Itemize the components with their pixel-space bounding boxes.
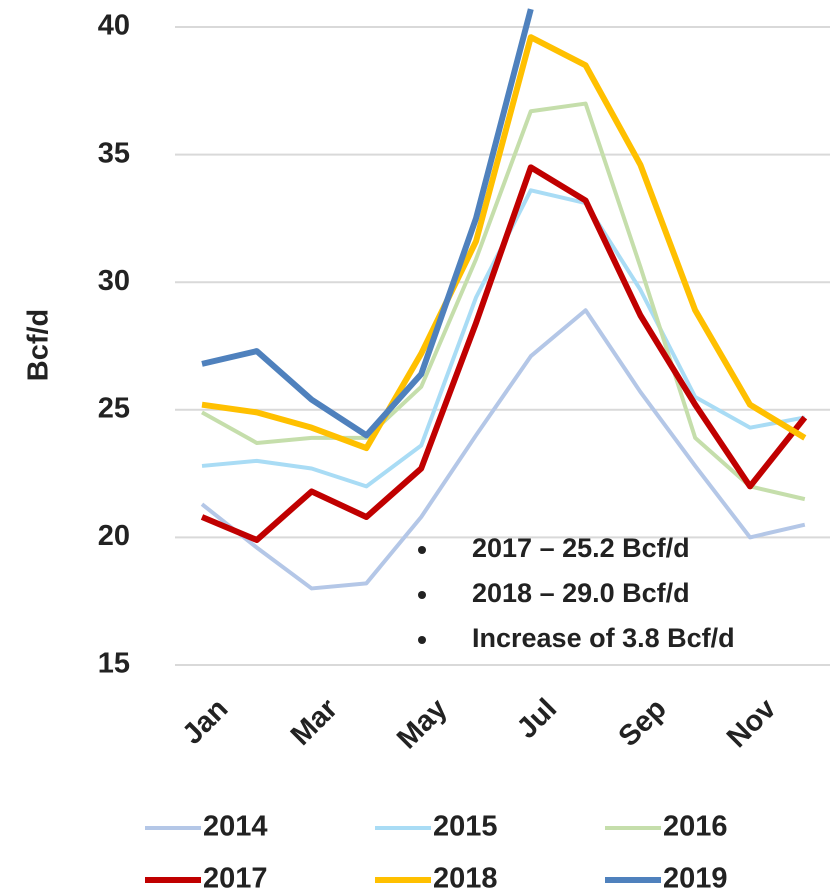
series-line bbox=[201, 34, 807, 452]
x-tick-label: Jul bbox=[511, 693, 563, 745]
annotation: 2017 – 25.2 Bcf/d bbox=[472, 533, 690, 563]
series-line bbox=[200, 164, 808, 543]
legend-label: 2014 bbox=[203, 811, 268, 843]
x-tick-label: Jan bbox=[176, 693, 234, 751]
bullet bbox=[418, 546, 426, 554]
series-line bbox=[200, 308, 806, 591]
legend-label: 2015 bbox=[433, 811, 498, 843]
y-tick-label: 20 bbox=[98, 520, 130, 552]
series-line bbox=[201, 8, 534, 439]
legend-label: 2018 bbox=[433, 863, 498, 895]
bullet bbox=[418, 591, 426, 599]
annotation: 2018 – 29.0 Bcf/d bbox=[472, 578, 690, 608]
y-tick-label: 25 bbox=[98, 392, 130, 424]
y-tick-label: 15 bbox=[98, 648, 130, 680]
legend-label: 2017 bbox=[203, 863, 268, 895]
annotation: Increase of 3.8 Bcf/d bbox=[472, 623, 735, 653]
y-tick-label: 35 bbox=[98, 137, 130, 169]
y-axis-label: Bcf/d bbox=[23, 309, 55, 382]
y-tick-label: 30 bbox=[98, 265, 130, 297]
x-tick-label: Nov bbox=[721, 693, 782, 754]
y-tick-label: 40 bbox=[98, 10, 130, 42]
bullet bbox=[418, 636, 426, 644]
legend-label: 2016 bbox=[663, 811, 728, 843]
x-tick-label: May bbox=[391, 693, 454, 756]
series-line bbox=[201, 101, 806, 502]
x-tick-label: Mar bbox=[285, 693, 344, 752]
legend-label: 2019 bbox=[663, 863, 728, 895]
x-tick-label: Sep bbox=[613, 693, 673, 753]
